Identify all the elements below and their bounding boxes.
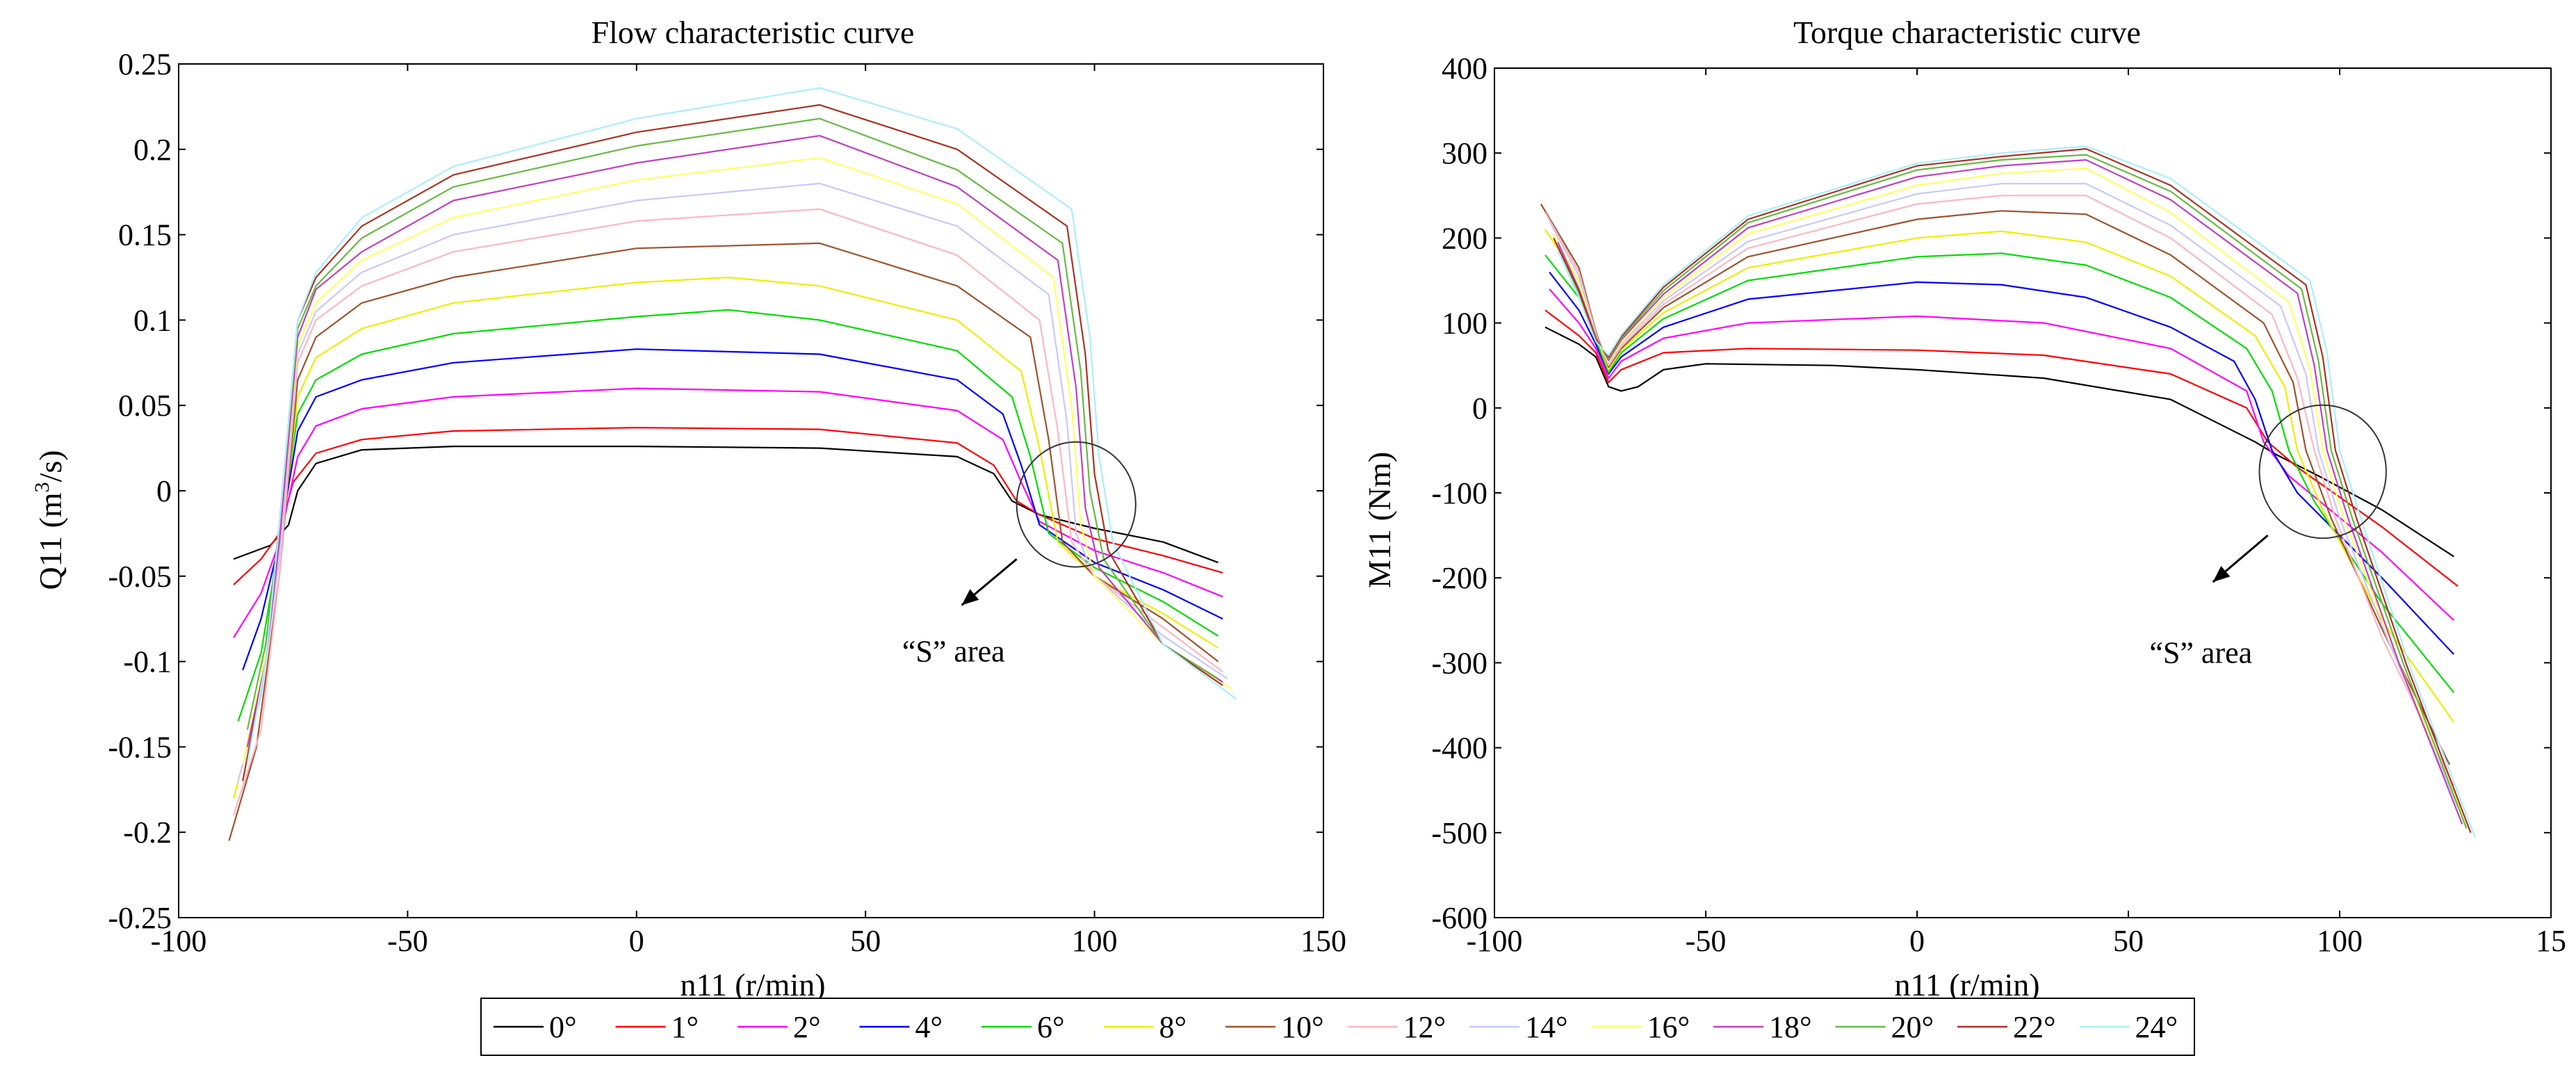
legend-label: 4° [915, 1010, 943, 1044]
series-line-6deg [1544, 252, 2455, 693]
legend-label: 16° [1647, 1010, 1690, 1044]
x-tick-label: 100 [2317, 924, 2363, 958]
series-line-2deg [233, 387, 1223, 638]
legend-label: 10° [1281, 1010, 1324, 1044]
flow-chart-x-label: n11 (r/min) [680, 967, 825, 1002]
x-tick-label: -100 [1467, 924, 1523, 958]
legend-label: 2° [793, 1010, 821, 1044]
torque-chart-frame [1494, 67, 2552, 918]
flow-chart-series [228, 87, 1237, 841]
s-area-circle [2258, 404, 2387, 539]
legend-label: 20° [1891, 1010, 1934, 1044]
legend-label: 0° [549, 1010, 577, 1044]
y-tick-label: -0.05 [108, 560, 172, 594]
flow-y-label-sup: 3 [31, 482, 54, 492]
y-tick-label: 200 [1442, 221, 1487, 255]
series-line-1deg [1544, 309, 2459, 587]
torque-chart-s-area-annotation: “S” area [2149, 404, 2387, 669]
torque-chart: Torque characteristic curve n11 (r/min) … [1362, 15, 2566, 1002]
y-tick-label: -0.1 [123, 645, 172, 679]
y-tick-label: -0.15 [108, 730, 172, 764]
torque-chart-title: Torque characteristic curve [1793, 15, 2141, 50]
s-area-arrow-head [2212, 566, 2231, 583]
y-tick-label: -0.25 [108, 901, 172, 935]
series-line-0deg [233, 445, 1218, 564]
torque-s-area-label: “S” area [2149, 635, 2252, 669]
y-tick-label: -400 [1431, 731, 1487, 765]
flow-y-label-tail: /s) [33, 450, 68, 482]
x-tick-label: 0 [629, 924, 644, 958]
y-tick-label: -300 [1431, 646, 1487, 680]
y-tick-label: -200 [1431, 561, 1487, 595]
x-tick-label: 15 [2536, 924, 2566, 958]
x-tick-label: 0 [1909, 924, 1925, 958]
y-tick-label: 0.25 [118, 47, 172, 81]
y-tick-label: -600 [1431, 901, 1487, 935]
x-tick-label: 150 [1301, 924, 1346, 958]
y-tick-label: 100 [1442, 307, 1487, 341]
series-line-14deg [237, 182, 1228, 781]
y-tick-label: 300 [1442, 136, 1487, 170]
flow-chart: Flow characteristic curve n11 (r/min) Q1… [31, 15, 1346, 1002]
series-line-12deg [233, 208, 1223, 815]
legend-items: 0° 1° 2° 4° 6° 8° 10° 12° 14° 16° 18° 20° 22° 24° [494, 1010, 2178, 1044]
series-line-24deg [1557, 145, 2476, 838]
y-tick-label: -500 [1431, 816, 1487, 850]
x-tick-label: -50 [387, 924, 428, 958]
x-tick-label: 50 [2113, 924, 2144, 958]
flow-chart-s-area-annotation: “S” area [902, 441, 1136, 669]
legend-label: 12° [1403, 1010, 1446, 1044]
series-line-24deg [246, 87, 1237, 765]
legend: 0° 1° 2° 4° 6° 8° 10° 12° 14° 16° 18° 20° 22° 24° [480, 998, 2195, 1056]
y-tick-label: 400 [1442, 51, 1487, 86]
y-tick-label: 0 [1472, 391, 1487, 425]
y-tick-label: 0.05 [118, 389, 172, 423]
y-tick-label: 0 [156, 474, 172, 508]
series-line-8deg [1544, 229, 2455, 723]
legend-label: 8° [1159, 1010, 1187, 1044]
y-tick-label: -100 [1431, 476, 1487, 510]
y-tick-label: 0.1 [133, 303, 172, 337]
flow-chart-frame [178, 63, 1324, 918]
y-tick-label: 0.2 [133, 133, 172, 167]
flow-chart-y-label: Q11 (m3/s) [31, 450, 68, 590]
flow-s-area-label: “S” area [902, 635, 1005, 669]
series-line-4deg [242, 348, 1223, 671]
x-tick-label: 100 [1072, 924, 1118, 958]
x-tick-label: 50 [850, 924, 881, 958]
s-area-circle [1016, 441, 1136, 568]
torque-chart-y-label: M11 (Nm) [1362, 452, 1397, 588]
flow-y-label-main: Q11 (m [33, 492, 68, 590]
flow-chart-ticks: -100 -50 0 50 100 150 -0.25 -0.2 -0.15 -0.1 -0.05 0… [108, 47, 1346, 958]
series-line-4deg [1549, 271, 2455, 655]
series-line-18deg [246, 135, 1223, 747]
legend-label: 18° [1769, 1010, 1812, 1044]
legend-label: 22° [2013, 1010, 2056, 1044]
y-tick-label: -0.2 [123, 815, 172, 849]
x-tick-label: -50 [1686, 924, 1727, 958]
legend-label: 6° [1037, 1010, 1065, 1044]
flow-chart-title: Flow characteristic curve [592, 15, 915, 50]
y-tick-label: 0.15 [118, 218, 172, 252]
s-area-arrow-head [961, 589, 979, 605]
legend-label: 14° [1525, 1010, 1568, 1044]
torque-chart-ticks: -100 -50 0 50 100 15-600-500-400-300-200-1000… [1431, 51, 2566, 958]
torque-chart-x-label: n11 (r/min) [1894, 967, 2039, 1002]
legend-label: 1° [671, 1010, 699, 1044]
legend-label: 24° [2135, 1010, 2178, 1044]
torque-chart-series [1540, 145, 2476, 838]
x-tick-label: -100 [151, 924, 207, 958]
